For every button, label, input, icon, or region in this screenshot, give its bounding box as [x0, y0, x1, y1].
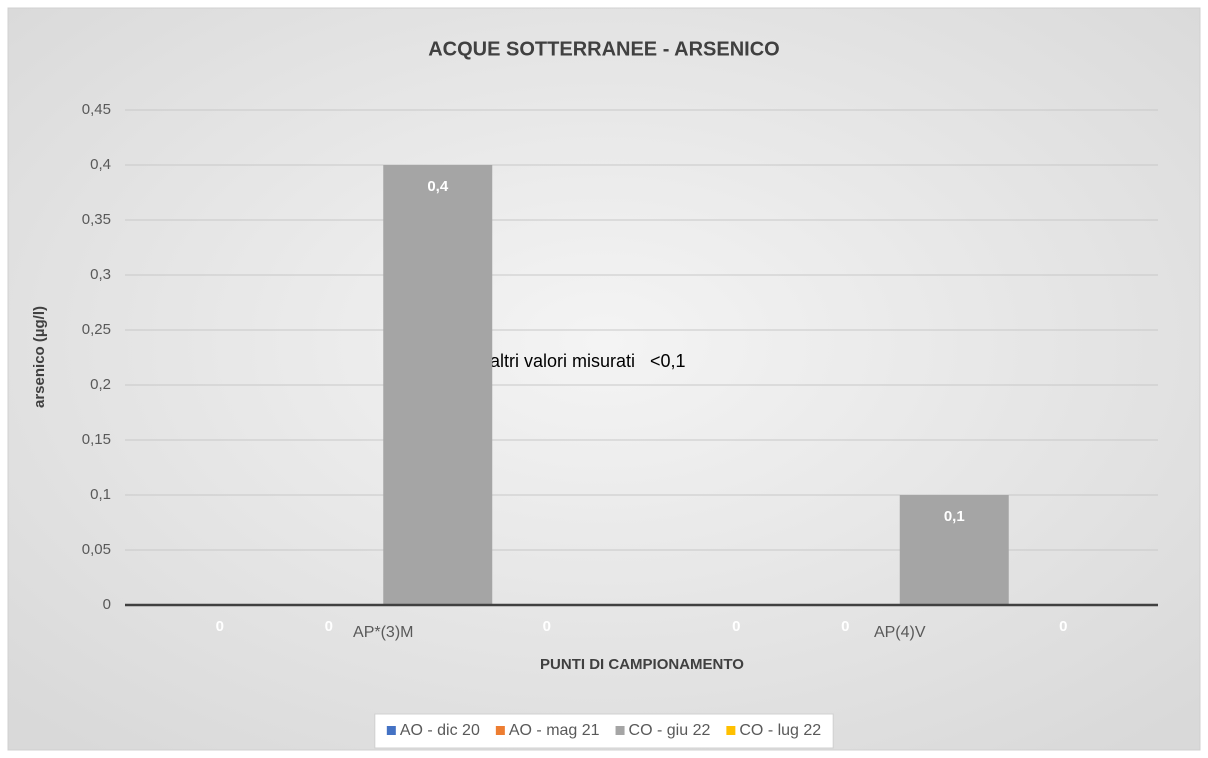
bar	[899, 495, 1009, 605]
y-tick-label: 0,4	[90, 156, 111, 173]
y-tick-label: 0,25	[82, 321, 111, 338]
data-label: 0	[1059, 618, 1067, 635]
y-tick-label: 0,2	[90, 376, 111, 393]
data-label: 0	[325, 618, 333, 635]
legend-swatch	[386, 726, 396, 735]
bar	[383, 165, 493, 605]
y-tick-label: 0,45	[82, 101, 111, 118]
data-label: 0	[732, 618, 740, 635]
legend-label: AO - mag 21	[509, 722, 600, 739]
y-tick-label: 0,35	[82, 211, 111, 228]
legend-label: CO - lug 22	[739, 722, 821, 739]
data-label: 0	[216, 618, 224, 635]
chart-background	[7, 7, 1201, 751]
chart-title: ACQUE SOTTERRANEE - ARSENICO	[428, 38, 780, 60]
data-label: 0,4	[427, 178, 449, 195]
x-tick-label: AP(4)V	[874, 624, 926, 641]
legend-swatch	[726, 726, 736, 735]
data-label: 0,1	[944, 508, 965, 525]
y-axis-label: arsenico (µg/l)	[31, 306, 48, 408]
y-tick-label: 0	[103, 596, 111, 613]
y-tick-label: 0,15	[82, 431, 111, 448]
legend-swatch	[495, 726, 505, 735]
y-tick-label: 0,3	[90, 266, 111, 283]
y-tick-label: 0,1	[90, 486, 111, 503]
annotation: altri valori misurati <0,1	[490, 351, 686, 371]
data-label: 0	[841, 618, 849, 635]
data-label: 0	[543, 618, 551, 635]
legend-label: AO - dic 20	[400, 722, 480, 739]
legend-label: CO - giu 22	[629, 722, 711, 739]
legend: AO - dic 20 AO - mag 21 CO - giu 22 CO - lu…	[374, 713, 834, 749]
x-axis-label: PUNTI DI CAMPIONAMENTO	[540, 656, 744, 673]
legend-swatch	[615, 726, 625, 735]
y-tick-label: 0,05	[82, 541, 111, 558]
legend-box	[374, 713, 834, 749]
x-tick-label: AP*(3)M	[353, 624, 413, 641]
